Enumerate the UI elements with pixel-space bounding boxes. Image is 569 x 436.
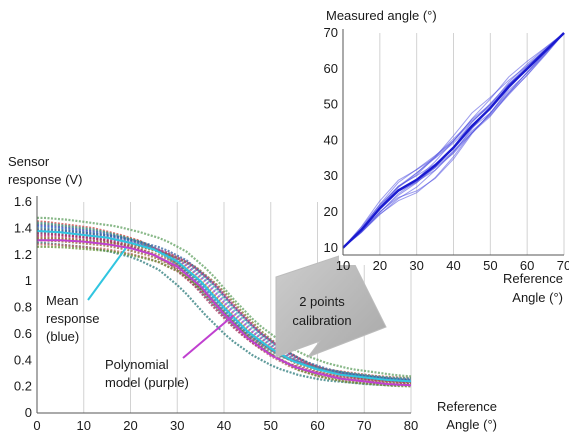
sensor-x-tick-label: 80: [404, 418, 418, 433]
sensor-xlabel-line-2: Angle (°): [446, 417, 497, 432]
measured-x-tick-label: 30: [409, 258, 423, 273]
sensor-xlabel-line-1: Reference: [437, 399, 497, 414]
measured-y-tick-label: 30: [324, 168, 338, 183]
mean-note-line-2: response: [46, 311, 99, 326]
measured-y-tick-label: 70: [324, 25, 338, 40]
measured-x-tick-label: 60: [520, 258, 534, 273]
series-mean: [36, 230, 412, 383]
measured-y-tick-label: 20: [324, 204, 338, 219]
polynomial-model-annotation: Polynomial model (purple): [105, 314, 234, 390]
measured-chart: Measured angle (°) 10 20 30 40 50 60 70 10 20 30 4…: [324, 8, 569, 305]
poly-note-line-2: model (purple): [105, 375, 189, 390]
sensor-sample-line: [36, 216, 412, 378]
sensor-sample-line: [36, 231, 411, 383]
sensor-x-tick-label: 50: [264, 418, 278, 433]
measured-x-tick-label: 70: [557, 258, 569, 273]
sensor-y-tick-label: 1.2: [14, 247, 32, 262]
sensor-x-tick-label: 30: [170, 418, 184, 433]
measured-y-tick-label: 60: [324, 61, 338, 76]
measured-xlabel-line-2: Angle (°): [512, 290, 563, 305]
measured-xlabel-line-1: Reference: [503, 271, 563, 286]
measured-y-tick-label: 50: [324, 97, 338, 112]
measured-x-tick-label: 50: [483, 258, 497, 273]
sensor-x-tick-label: 0: [33, 418, 40, 433]
mean-note-line-3: (blue): [46, 329, 79, 344]
measured-y-tick-label: 40: [324, 132, 338, 147]
sensor-axes: [36, 196, 411, 414]
measured-x-tick-label: 40: [446, 258, 460, 273]
sensor-x-tick-label: 10: [77, 418, 91, 433]
measured-run-line: [342, 32, 565, 249]
mean-note-line-1: Mean: [46, 293, 79, 308]
mean-leader-line: [87, 247, 127, 301]
measured-series: [342, 32, 565, 249]
series-polynomial: [37, 239, 412, 387]
sensor-sample-line: [36, 243, 412, 387]
sensor-sample-line: [36, 221, 412, 380]
mean-response-annotation: Mean response (blue): [46, 247, 127, 344]
arrow-label-line-1: 2 points: [299, 294, 345, 309]
sensor-y-tick-label: 0.8: [14, 300, 32, 315]
sensor-y-tick-label: 0.4: [14, 352, 32, 367]
measured-axes: [342, 29, 564, 256]
sensor-y-tick-label: 0.6: [14, 326, 32, 341]
polynomial-leader-line: [182, 314, 234, 359]
sensor-x-tick-label: 60: [310, 418, 324, 433]
sensor-x-tick-label: 70: [357, 418, 371, 433]
sensor-y-tick-label: 1: [25, 273, 32, 288]
measured-x-tick-label: 10: [336, 258, 350, 273]
sensor-chart: Sensor response (V) 0 10 20 30 40 50 60 70 80 0 0.…: [8, 154, 497, 433]
measured-tick-labels: 10 20 30 40 50 60 70 10 20 30 40 50 60 70: [324, 25, 569, 273]
sensor-ylabel-line-1: Sensor: [8, 154, 50, 169]
sensor-sample-line: [36, 229, 412, 383]
sensor-y-tick-label: 1.6: [14, 194, 32, 209]
series-measured_mean: [342, 32, 565, 249]
sensor-tick-labels: 0 10 20 30 40 50 60 70 80 0 0.2 0.4 0.6 0.8 1 1.2 1.4 1.6: [14, 194, 418, 433]
measured-y-tick-label: 10: [324, 240, 338, 255]
arrow-label-line-2: calibration: [292, 313, 351, 328]
sensor-y-tick-label: 1.4: [14, 220, 32, 235]
sensor-ylabel-line-2: response (V): [8, 172, 82, 187]
sensor-series: [36, 230, 412, 387]
sensor-x-tick-label: 20: [123, 418, 137, 433]
measured-ylabel: Measured angle (°): [326, 8, 437, 23]
poly-note-line-1: Polynomial: [105, 357, 169, 372]
sensor-y-tick-label: 0: [25, 405, 32, 420]
calibration-arrow: 2 points calibration: [275, 238, 387, 359]
sensor-x-tick-label: 40: [217, 418, 231, 433]
measured-x-tick-label: 20: [373, 258, 387, 273]
sensor-y-tick-label: 0.2: [14, 379, 32, 394]
